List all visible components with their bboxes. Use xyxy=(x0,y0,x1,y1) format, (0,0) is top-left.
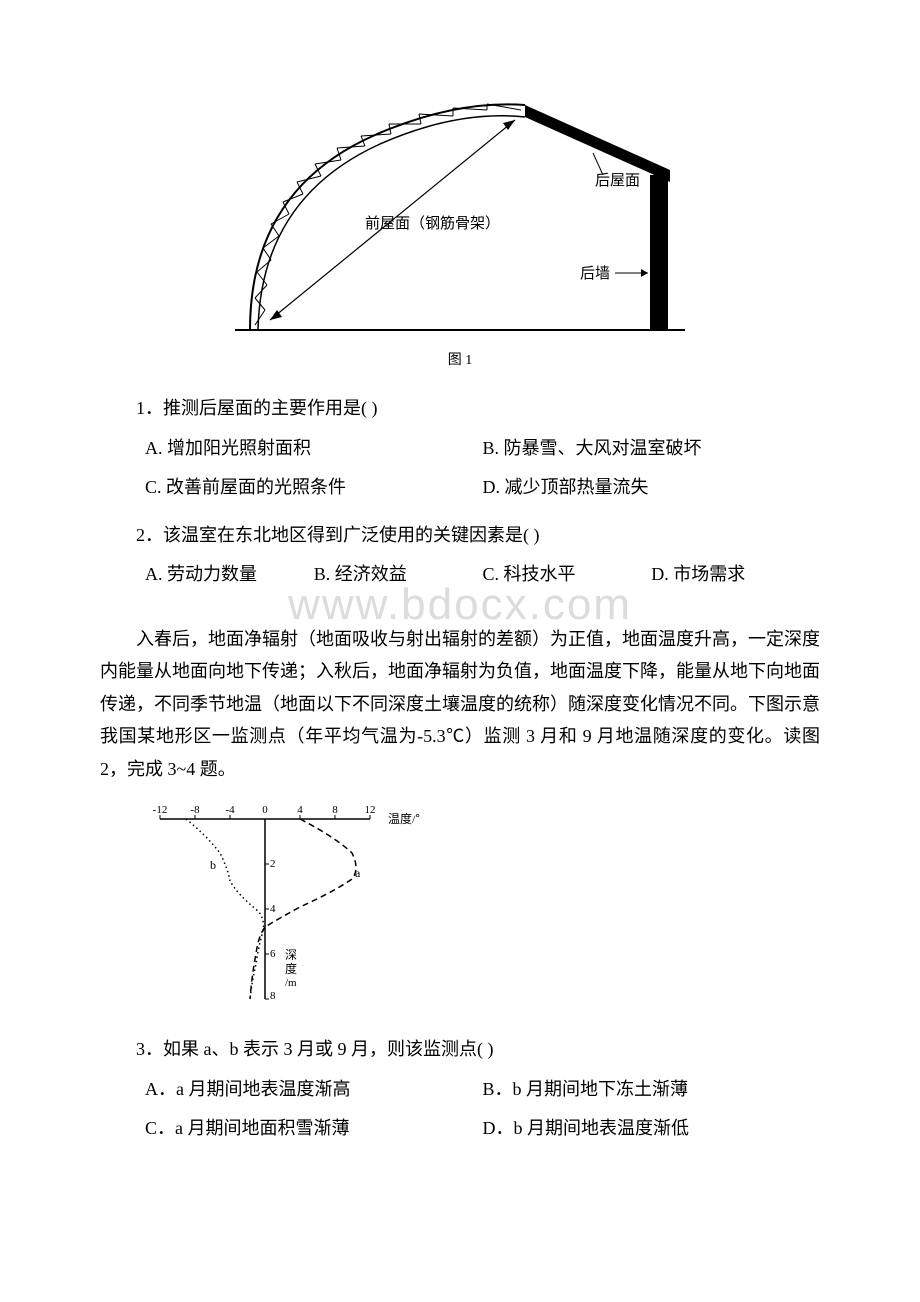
label-back-roof: 后屋面 xyxy=(595,172,640,189)
figure-1: 前屋面（钢筋骨架） 后屋面 后墙 图 1 xyxy=(100,80,820,369)
q1-option-b: B. 防暴雪、大风对温室破坏 xyxy=(483,429,821,469)
svg-text:度: 度 xyxy=(285,961,297,976)
figure-1-caption: 图 1 xyxy=(100,349,820,369)
q1-option-c: C. 改善前屋面的光照条件 xyxy=(145,468,483,508)
label-front-roof: 前屋面（钢筋骨架） xyxy=(365,215,500,232)
passage-2: 入春后，地面净辐射（地面吸收与射出辐射的差额）为正值，地面温度升高，一定深度内能… xyxy=(100,623,820,785)
svg-text:8: 8 xyxy=(270,990,276,1002)
svg-text:/m: /m xyxy=(285,977,297,989)
svg-text:4: 4 xyxy=(270,903,276,915)
svg-text:4: 4 xyxy=(297,804,303,816)
svg-text:b: b xyxy=(210,858,216,872)
q1-option-d: D. 减少顶部热量流失 xyxy=(483,468,821,508)
q3-options-row1: A．a 月期间地表温度渐高 B．b 月期间地下冻土渐薄 xyxy=(100,1070,820,1110)
q2-options-row: A. 劳动力数量 B. 经济效益 C. 科技水平 D. 市场需求 xyxy=(100,555,820,595)
svg-text:2: 2 xyxy=(270,858,276,870)
svg-text:6: 6 xyxy=(270,948,276,960)
svg-text:0: 0 xyxy=(262,804,268,816)
q3-options-row2: C．a 月期间地面积雪渐薄 D．b 月期间地表温度渐低 xyxy=(100,1109,820,1149)
svg-text:12: 12 xyxy=(365,804,376,816)
chart-2: -12 -8 -4 0 4 8 12 温度/℃ 2 4 6 8 xyxy=(150,799,820,1014)
svg-text:-12: -12 xyxy=(153,804,168,816)
q2-option-c: C. 科技水平 xyxy=(483,555,652,595)
svg-text:-4: -4 xyxy=(225,804,235,816)
q3-option-d: D．b 月期间地表温度渐低 xyxy=(483,1109,821,1149)
q1-stem: 1．推测后屋面的主要作用是( ) xyxy=(100,389,820,429)
temperature-depth-chart: -12 -8 -4 0 4 8 12 温度/℃ 2 4 6 8 xyxy=(150,799,420,1009)
q1-options-row2: C. 改善前屋面的光照条件 D. 减少顶部热量流失 xyxy=(100,468,820,508)
x-axis-label: 温度/℃ xyxy=(388,811,420,826)
label-back-wall: 后墙 xyxy=(580,265,610,282)
q3-option-c: C．a 月期间地面积雪渐薄 xyxy=(145,1109,483,1149)
svg-text:a: a xyxy=(355,866,361,880)
greenhouse-diagram: 前屋面（钢筋骨架） 后屋面 后墙 xyxy=(225,80,695,340)
q2-stem: 2．该温室在东北地区得到广泛使用的关键因素是( ) xyxy=(100,516,820,556)
q3-stem: 3．如果 a、b 表示 3 月或 9 月，则该监测点( ) xyxy=(100,1030,820,1070)
svg-text:-8: -8 xyxy=(190,804,200,816)
q2-option-b: B. 经济效益 xyxy=(314,555,483,595)
q1-options-row1: A. 增加阳光照射面积 B. 防暴雪、大风对温室破坏 xyxy=(100,429,820,469)
svg-text:深: 深 xyxy=(285,948,297,962)
q3-option-a: A．a 月期间地表温度渐高 xyxy=(145,1070,483,1110)
q1-option-a: A. 增加阳光照射面积 xyxy=(145,429,483,469)
q3-option-b: B．b 月期间地下冻土渐薄 xyxy=(483,1070,821,1110)
svg-text:8: 8 xyxy=(332,804,338,816)
q2-option-d: D. 市场需求 xyxy=(651,555,820,595)
q2-option-a: A. 劳动力数量 xyxy=(145,555,314,595)
